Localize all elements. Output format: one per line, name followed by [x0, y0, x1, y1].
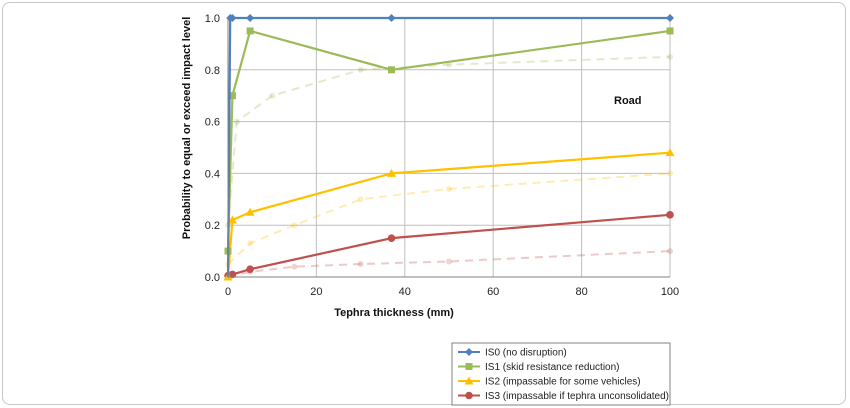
faded-series-point — [357, 261, 364, 268]
data-point-diamond — [465, 348, 473, 356]
data-point-circle — [246, 265, 254, 274]
faded-series-point — [233, 118, 240, 125]
faded-series-point — [247, 240, 254, 247]
y-tick-label: 0.4 — [205, 168, 220, 180]
grid-lines — [228, 17, 671, 277]
data-point-square — [228, 92, 236, 100]
data-point-diamond — [228, 14, 237, 22]
data-point-diamond — [246, 14, 255, 22]
faded-series-point — [357, 196, 364, 203]
series-line — [226, 16, 670, 278]
y-tick-label: 1.0 — [205, 13, 220, 25]
faded-series-point — [291, 222, 298, 229]
data-point-triangle — [665, 148, 675, 157]
faded-series-point — [446, 258, 452, 265]
axes — [227, 18, 670, 278]
legend: IS0 (no disruption) IS1 (skid resistance … — [451, 342, 671, 406]
x-tick-label: 60 — [487, 286, 499, 298]
faded-series-line — [227, 55, 671, 226]
faded-series — [225, 53, 673, 280]
faded-series-line — [227, 250, 671, 278]
faded-series-point — [291, 263, 298, 270]
x-axis-title: Tephra thickness (mm) — [334, 307, 454, 319]
data-point-diamond — [666, 14, 674, 22]
data-point-circle — [666, 211, 674, 219]
legend-entry-label: IS1 (skid resistance reduction) — [485, 362, 620, 373]
tick-labels: 0.0 0.2 0.4 0.6 0.8 1.0 0 20 40 60 80 100 — [205, 13, 679, 298]
data-point-square — [246, 27, 254, 35]
faded-series-point — [667, 53, 673, 60]
data-point-circle — [387, 234, 396, 242]
legend-entry-label: IS2 (impassable for some vehicles) — [485, 377, 641, 388]
faded-series-point — [446, 185, 452, 192]
y-tick-label: 0.0 — [205, 272, 220, 284]
data-point-triangle — [464, 376, 474, 385]
series-line — [226, 151, 671, 278]
data-point-triangle — [245, 207, 255, 216]
y-tick-label: 0.8 — [205, 65, 220, 77]
faded-series-line — [227, 172, 671, 265]
data-point-triangle — [227, 215, 237, 224]
x-tick-label: 40 — [399, 286, 411, 298]
y-tick-label: 0.6 — [205, 117, 220, 129]
faded-series-point — [667, 170, 673, 177]
faded-series-point — [446, 61, 452, 68]
y-axis-title: Probability to equal or exceed impact le… — [181, 17, 193, 240]
faded-series-point — [269, 92, 276, 99]
data-point-triangle — [387, 168, 397, 177]
legend-box — [451, 342, 671, 406]
legend-entry-label: IS0 (no disruption) — [485, 348, 567, 359]
data-point-circle — [465, 391, 473, 400]
data-point-square — [666, 27, 674, 35]
y-tick-label: 0.2 — [205, 220, 220, 232]
x-tick-label: 0 — [225, 286, 231, 298]
x-tick-label: 80 — [575, 286, 587, 298]
data-series — [223, 14, 675, 281]
faded-series-point — [357, 66, 364, 73]
annotation-road: Road — [614, 95, 642, 107]
data-point-square — [388, 66, 396, 74]
faded-series-point — [667, 248, 673, 255]
x-tick-label: 100 — [661, 286, 679, 298]
data-point-diamond — [387, 14, 396, 22]
data-point-square — [465, 363, 473, 370]
x-tick-label: 20 — [310, 286, 322, 298]
legend-entry-label: IS3 (impassable if tephra unconsolidated… — [485, 391, 669, 402]
data-point-circle — [228, 270, 237, 279]
